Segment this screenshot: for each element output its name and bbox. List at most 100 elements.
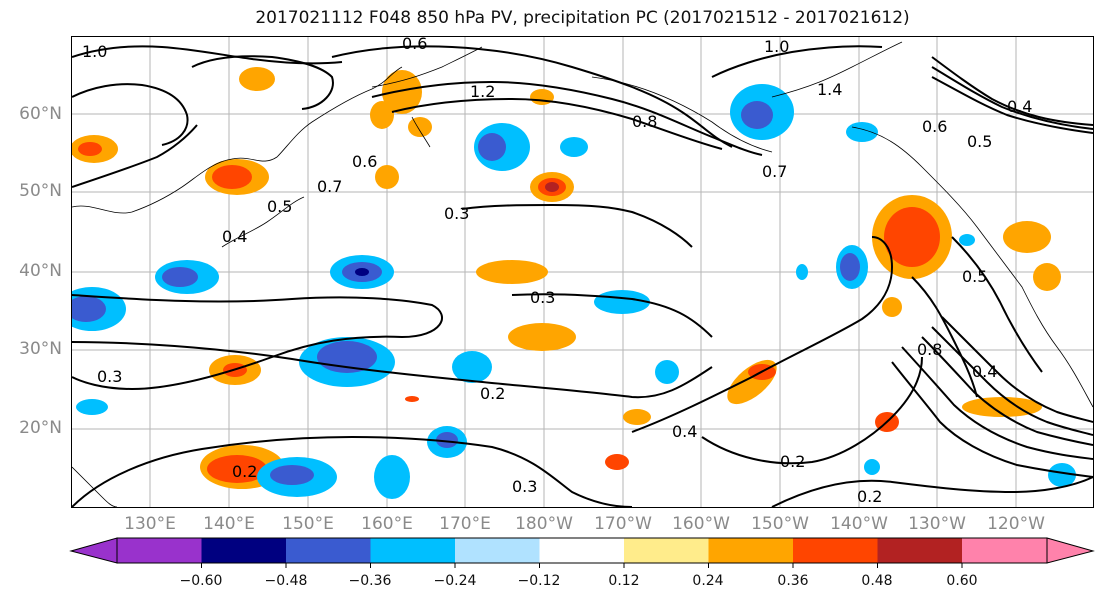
colorbar-swatch: [117, 538, 202, 563]
map-panel: 0.3 0.3 0.2 0.3 0.2 0.4 0.2 0.2 0.3 0.4 …: [71, 36, 1094, 508]
colorbar-tick-label: −0.12: [517, 573, 561, 589]
colorbar: [69, 537, 1095, 568]
colorbar-swatch: [539, 538, 624, 563]
lat-label-40n: 40°N: [19, 261, 62, 281]
contour-label: 0.8: [917, 340, 942, 359]
precip-blob: [452, 351, 492, 383]
lat-label-30n: 30°N: [19, 339, 62, 359]
contour-label: 0.5: [267, 197, 292, 216]
contour-label: 0.6: [352, 152, 377, 171]
precip-blob: [727, 359, 777, 405]
colorbar-tick-label: −0.60: [179, 573, 223, 589]
precip-blob: [436, 432, 458, 448]
precip-blob: [623, 409, 651, 425]
lon-label-130e: 130°E: [124, 514, 176, 534]
lon-label-170e: 170°E: [439, 514, 491, 534]
precip-blob: [317, 341, 377, 373]
precip-blob: [605, 454, 629, 470]
contour-label: 0.4: [972, 362, 997, 381]
precip-blob: [405, 396, 419, 402]
colorbar-ticks: [201, 563, 963, 568]
precip-blob: [72, 296, 106, 322]
contour-label: 0.5: [967, 132, 992, 151]
colorbar-swatch: [286, 538, 371, 563]
contour-label: 0.7: [762, 162, 787, 181]
contour-label: 0.3: [97, 367, 122, 386]
colorbar-swatch: [962, 538, 1047, 563]
precip-blob: [530, 89, 554, 105]
precip-blob: [962, 397, 1042, 417]
contour-label: 0.2: [857, 487, 882, 506]
precip-blob: [796, 264, 808, 280]
contour-label: 0.3: [444, 204, 469, 223]
precip-blob: [882, 297, 902, 317]
precip-blob: [78, 142, 102, 156]
precip-blob: [375, 165, 399, 189]
precip-blob: [560, 137, 588, 157]
colorbar-frame: [116, 537, 1048, 564]
precip-blob: [594, 290, 650, 314]
precip-blob: [239, 67, 275, 91]
lon-label-150e: 150°E: [282, 514, 334, 534]
precip-blob: [840, 253, 860, 281]
contour-label: 0.3: [512, 477, 537, 496]
precip-blob: [655, 360, 679, 384]
contour-label: 1.2: [470, 82, 495, 101]
colorbar-swatch: [201, 538, 286, 563]
precip-blob: [408, 117, 432, 137]
contour-label: 0.3: [530, 288, 555, 307]
lat-label-50n: 50°N: [19, 181, 62, 201]
precip-blob: [1048, 463, 1076, 487]
lon-label-140w: 140°W: [830, 514, 888, 534]
contour-label: 0.5: [962, 267, 987, 286]
lon-label-140e: 140°E: [203, 514, 255, 534]
map-canvas: 0.3 0.3 0.2 0.3 0.2 0.4 0.2 0.2 0.3 0.4 …: [72, 37, 1093, 507]
precip-blob: [545, 182, 559, 192]
colorbar-tick-label: 0.60: [946, 573, 978, 589]
colorbar-swatch: [370, 538, 455, 563]
contour-label: 1.4: [817, 80, 842, 99]
precip-blob: [478, 133, 506, 161]
colorbar-extend-low: [69, 537, 118, 564]
precip-blob: [382, 70, 422, 114]
colorbar-swatch: [708, 538, 793, 563]
colorbar-tick-label: −0.24: [433, 573, 477, 589]
colorbar-tick-label: −0.48: [264, 573, 308, 589]
precip-blob: [270, 465, 314, 485]
lon-label-160w: 160°W: [672, 514, 730, 534]
precip-shading: [72, 67, 1076, 499]
precip-blob: [846, 122, 878, 142]
precip-blob: [741, 101, 773, 129]
lat-label-20n: 20°N: [19, 418, 62, 438]
contour-label: 0.2: [480, 384, 505, 403]
contour-label: 0.6: [402, 37, 427, 53]
contour-label: 1.0: [764, 37, 789, 56]
precip-blob: [76, 399, 108, 415]
contour-label: 0.8: [632, 112, 657, 131]
contour-label: 0.4: [672, 422, 697, 441]
precip-blob: [212, 165, 252, 189]
lat-label-60n: 60°N: [19, 104, 62, 124]
precip-blob: [959, 234, 975, 246]
contour-label: 0.6: [922, 117, 947, 136]
colorbar-swatch: [455, 538, 540, 563]
colorbar-tick-label: 0.48: [861, 573, 893, 589]
precip-blob: [864, 459, 880, 475]
contour-label: 0.7: [317, 177, 342, 196]
colorbar-extend-high: [1046, 537, 1095, 564]
precip-blob: [207, 455, 267, 483]
lon-label-160e: 160°E: [361, 514, 413, 534]
contour-label: 0.4: [222, 227, 247, 246]
precip-blob: [370, 101, 394, 129]
lon-label-170w: 170°W: [594, 514, 652, 534]
coastlines: [72, 41, 1093, 507]
precip-blob: [476, 260, 548, 284]
colorbar-tick-label: 0.24: [692, 573, 724, 589]
colorbar-swatch: [624, 538, 709, 563]
precip-blob: [374, 455, 410, 499]
contour-labels: 0.3 0.3 0.2 0.3 0.2 0.4 0.2 0.2 0.3 0.4 …: [82, 37, 1032, 506]
map-title: 2017021112 F048 850 hPa PV, precipitatio…: [255, 8, 910, 28]
contour-label: 0.2: [780, 452, 805, 471]
precip-blob: [884, 207, 940, 267]
contour-label: 1.0: [82, 42, 107, 61]
